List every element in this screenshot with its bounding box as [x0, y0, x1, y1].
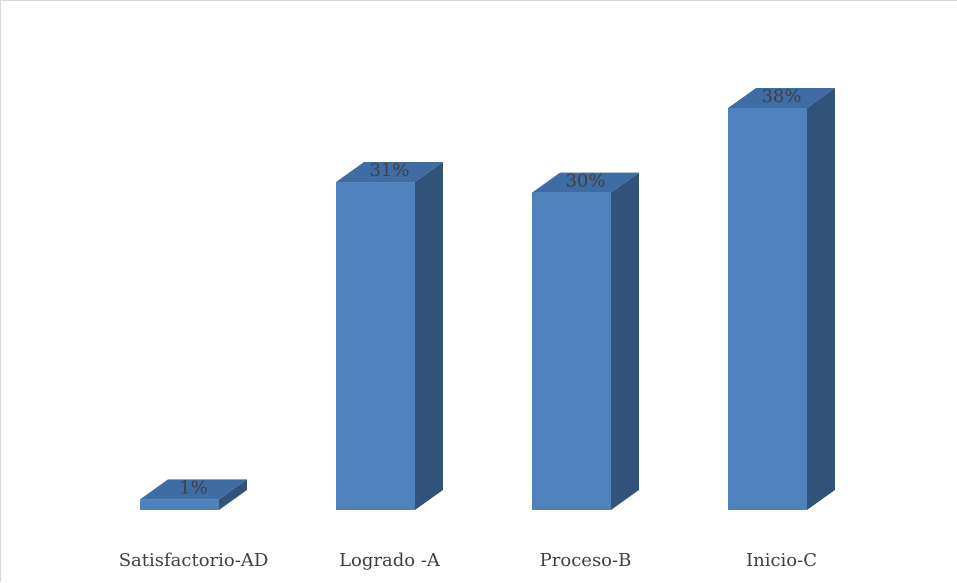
category-label-satisfactorio-ad: Satisfactorio-AD: [119, 550, 269, 571]
bars-layer: [140, 88, 835, 511]
bar-side-proceso-b: [611, 172, 639, 510]
category-axis: Satisfactorio-AD Logrado -A Proceso-B Inici…: [119, 550, 817, 571]
bar-satisfactorio-ad: [140, 479, 247, 510]
bar-front-inicio-c: [728, 108, 807, 510]
bar-top-proceso-b: [532, 172, 639, 193]
bar-side-inicio-c: [807, 88, 835, 510]
value-label-proceso-b: 30%: [565, 171, 605, 192]
category-label-proceso-b: Proceso-B: [540, 550, 632, 571]
bar-front-satisfactorio-ad: [140, 499, 219, 510]
bar-front-logrado-a: [336, 182, 415, 511]
value-label-logrado-a: 31%: [369, 160, 409, 181]
bar-logrado-a: [336, 162, 443, 511]
bar-proceso-b: [532, 172, 639, 510]
bar-top-satisfactorio-ad: [140, 479, 247, 500]
bar-top-inicio-c: [728, 88, 835, 108]
bar-top-logrado-a: [336, 162, 443, 183]
category-label-logrado-a: Logrado -A: [339, 550, 441, 571]
bar-side-logrado-a: [415, 162, 443, 511]
value-label-inicio-c: 38%: [761, 86, 801, 107]
value-labels-layer: 1% 31% 30% 38%: [179, 86, 801, 498]
bar-front-proceso-b: [532, 192, 611, 510]
bar-side-satisfactorio-ad: [219, 479, 247, 510]
value-label-satisfactorio-ad: 1%: [179, 477, 208, 498]
bar-inicio-c: [728, 88, 835, 510]
category-label-inicio-c: Inicio-C: [746, 550, 817, 571]
